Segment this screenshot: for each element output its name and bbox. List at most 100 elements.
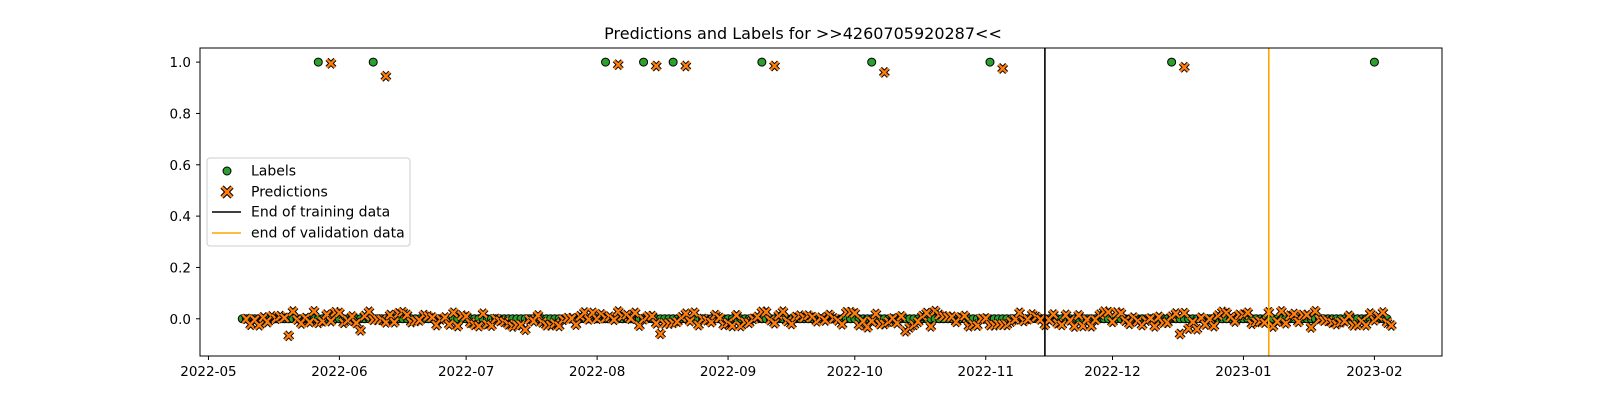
prediction-point-fill [1272, 316, 1283, 327]
prediction-point-fill [1242, 307, 1253, 318]
legend-box [206, 157, 411, 247]
prediction-point-fill [452, 321, 463, 331]
prediction-point-fill [478, 308, 488, 319]
x-tick-label: 2022-05 [180, 364, 236, 380]
prediction-point-fill [1149, 321, 1160, 332]
prediction-point-fill [896, 311, 907, 322]
y-tick-label: 0.2 [170, 260, 191, 276]
prediction-point-fill [1209, 321, 1219, 331]
x-tick-label: 2022-08 [569, 364, 625, 380]
prediction-point-fill [1192, 324, 1202, 334]
prediction-point-fill [997, 63, 1008, 74]
prediction-point-fill [1116, 308, 1126, 318]
x-tick-label: 2022-09 [700, 364, 756, 380]
chart-title: Predictions and Labels for >>42607059202… [604, 24, 1002, 43]
prediction-point-fill [427, 312, 438, 323]
prediction-point-fill [681, 308, 691, 319]
plot-frame [199, 47, 1443, 357]
label-point [1167, 57, 1177, 67]
legend-predictions: Predictions [251, 185, 328, 201]
prediction-point-fill [351, 318, 362, 328]
prediction-point-fill [364, 306, 374, 317]
prediction-point-fill [921, 308, 932, 318]
prediction-point-fill [326, 316, 336, 326]
prediction-point-fill [389, 317, 400, 328]
prediction-point-fill [1306, 322, 1316, 333]
prediction-point-fill [1073, 310, 1084, 321]
prediction-point-fill [1302, 310, 1312, 320]
prediction-point-fill [769, 318, 780, 329]
prediction-point-fill [279, 313, 290, 323]
prediction-point-fill [305, 317, 315, 327]
prediction-point-fill [613, 59, 624, 70]
prediction-point-fill [381, 71, 391, 82]
prediction-point-fill [849, 308, 860, 318]
prediction-point-fill [254, 320, 264, 331]
x-tick-label: 2022-07 [438, 364, 494, 380]
prediction-point-fill [609, 314, 619, 325]
prediction-point-fill [355, 325, 366, 336]
prediction-point-fill [288, 306, 298, 317]
prediction-point-fill [381, 317, 391, 328]
legend-labels: Labels [251, 164, 296, 180]
prediction-point-fill [1179, 62, 1190, 73]
prediction-point-fill [1289, 309, 1299, 319]
prediction-point-fill [309, 306, 319, 317]
prediction-point-fill [866, 316, 877, 326]
x-tick-label: 2022-10 [827, 364, 883, 380]
plot-layer [237, 48, 1397, 356]
prediction-point-fill [769, 61, 780, 71]
prediction-point-fill [651, 61, 662, 71]
prediction-point-fill [474, 321, 484, 331]
prediction-point-fill [879, 67, 890, 78]
y-tick-label: 0.0 [170, 312, 191, 328]
prediction-point-fill [681, 61, 691, 71]
prediction-point-fill [1145, 313, 1156, 324]
prediction-point-fill [778, 306, 788, 317]
ticks-layer: 0.0 0.2 0.4 0.6 0.8 1.0 2022-05 2022-06 2022-07 2… [170, 55, 1403, 380]
legend-training: End of training data [251, 205, 390, 221]
prediction-point-fill [326, 58, 336, 69]
prediction-point-fill [1179, 308, 1190, 318]
prediction-point-fill [655, 329, 666, 339]
label-point [867, 57, 877, 67]
legend-predictions-marker-fill [221, 186, 233, 198]
prediction-point-fill [520, 324, 531, 335]
label-point [985, 57, 995, 67]
prediction-point-fill [685, 316, 695, 326]
prediction-point-fill [1361, 320, 1371, 331]
prediction-point-fill [871, 309, 881, 319]
prediction-point-fill [727, 321, 738, 331]
label-point [639, 57, 649, 67]
prediction-point-fill [1378, 307, 1388, 318]
prediction-point-fill [1344, 311, 1354, 321]
prediction-point-fill [837, 319, 847, 330]
prediction-point-fill [1187, 317, 1198, 327]
prediction-point-fill [761, 307, 771, 317]
prediction-point-fill [1103, 307, 1114, 317]
legend-validation: end of validation data [251, 226, 405, 242]
legend: Labels Predictions End of training data … [206, 157, 411, 247]
prediction-point-fill [1069, 321, 1080, 332]
label-point [368, 57, 378, 67]
prediction-point-fill [1171, 308, 1181, 319]
x-tick-label: 2022-12 [1084, 364, 1140, 380]
x-tick-label: 2022-11 [958, 364, 1014, 380]
prediction-point-fill [385, 310, 395, 320]
prediction-point-fill [1175, 329, 1185, 339]
prediction-point-fill [1386, 320, 1397, 331]
prediction-point-fill [571, 319, 581, 330]
prediction-point-fill [689, 307, 700, 318]
prediction-point-fill [647, 311, 657, 321]
label-point [601, 57, 611, 67]
x-tick-label: 2023-02 [1346, 364, 1402, 380]
prediction-point-fill [448, 307, 459, 318]
prediction-point-fill [444, 319, 455, 330]
prediction-point-fill [651, 318, 662, 329]
x-tick-label: 2022-06 [311, 364, 367, 380]
prediction-point-fill [1310, 306, 1321, 317]
prediction-point-fill [1259, 317, 1270, 328]
prediction-point-fill [926, 321, 936, 332]
